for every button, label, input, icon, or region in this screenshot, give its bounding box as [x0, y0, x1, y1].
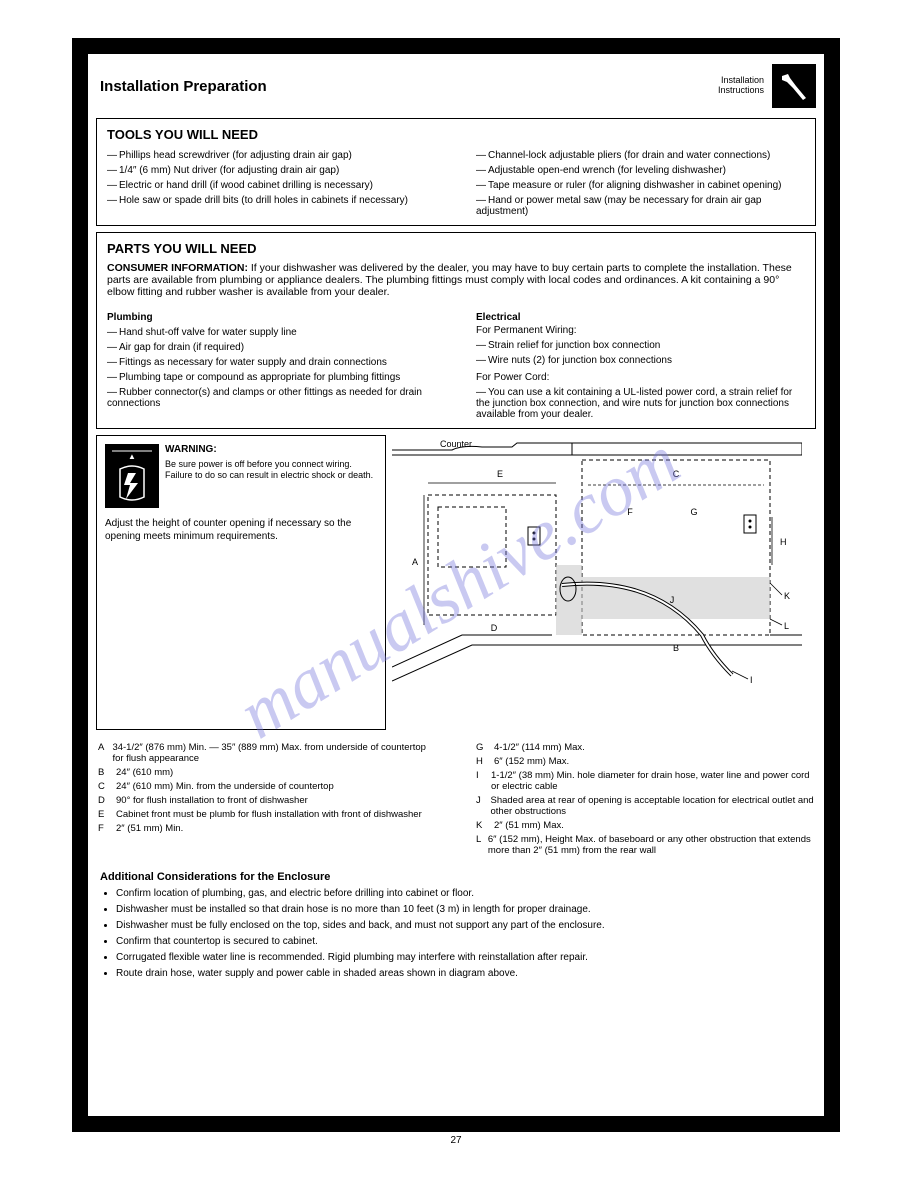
- svg-text:▲: ▲: [128, 452, 136, 461]
- shock-hazard-icon: ▲: [105, 444, 159, 508]
- plumbing-col: Plumbing —Hand shut-off valve for water …: [107, 306, 436, 420]
- svg-text:H: H: [780, 537, 787, 547]
- tools-left-col: —Phillips head screwdriver (for adjustin…: [107, 146, 436, 217]
- svg-text:A: A: [412, 557, 418, 567]
- adjust-text: Adjust the height of counter opening if …: [105, 518, 377, 543]
- tools-right-col: —Channel-lock adjustable pliers (for dra…: [476, 146, 805, 217]
- svg-text:I: I: [750, 675, 753, 685]
- tools-section: TOOLS YOU WILL NEED —Phillips head screw…: [96, 118, 816, 226]
- svg-text:J: J: [670, 595, 675, 605]
- document-frame: Installation Preparation Installation In…: [72, 38, 840, 1132]
- svg-text:D: D: [491, 623, 498, 633]
- warning-text: WARNING: Be sure power is off before you…: [165, 444, 377, 508]
- svg-text:Counter: Counter: [440, 439, 472, 449]
- document-body: Installation Preparation Installation In…: [88, 54, 824, 1116]
- screwdriver-icon: [772, 64, 816, 108]
- cabinet-diagram: E C D A B F: [392, 435, 816, 730]
- additional-title: Additional Considerations for the Enclos…: [100, 871, 812, 883]
- svg-text:F: F: [627, 507, 633, 517]
- page-header: Installation Preparation Installation In…: [88, 54, 824, 112]
- additional-section: Additional Considerations for the Enclos…: [100, 871, 812, 980]
- svg-text:E: E: [497, 469, 503, 479]
- tools-title: TOOLS YOU WILL NEED: [107, 127, 805, 142]
- legend-left: A34-1/2″ (876 mm) Min. — 35″ (889 mm) Ma…: [98, 742, 436, 859]
- legend-right: G4-1/2″ (114 mm) Max. H6″ (152 mm) Max. …: [476, 742, 814, 859]
- page-title: Installation Preparation: [100, 78, 267, 95]
- svg-text:L: L: [784, 621, 789, 631]
- svg-text:K: K: [784, 591, 790, 601]
- consumer-info: CONSUMER INFORMATION: If your dishwasher…: [107, 262, 805, 298]
- electrical-col: Electrical For Permanent Wiring: —Strain…: [476, 306, 805, 420]
- page-subtitle: Installation Instructions: [718, 76, 764, 96]
- additional-list: Confirm location of plumbing, gas, and e…: [116, 887, 812, 980]
- svg-text:G: G: [690, 507, 697, 517]
- warning-box: ▲ WARNING: Be sure power is off before y…: [96, 435, 386, 730]
- parts-section: PARTS YOU WILL NEED CONSUMER INFORMATION…: [96, 232, 816, 429]
- dimension-legend: A34-1/2″ (876 mm) Min. — 35″ (889 mm) Ma…: [98, 742, 814, 859]
- svg-text:C: C: [673, 469, 680, 479]
- page-number: 27: [450, 1135, 461, 1146]
- parts-title: PARTS YOU WILL NEED: [107, 241, 805, 256]
- svg-text:B: B: [673, 643, 679, 653]
- warning-diagram-row: ▲ WARNING: Be sure power is off before y…: [96, 435, 816, 730]
